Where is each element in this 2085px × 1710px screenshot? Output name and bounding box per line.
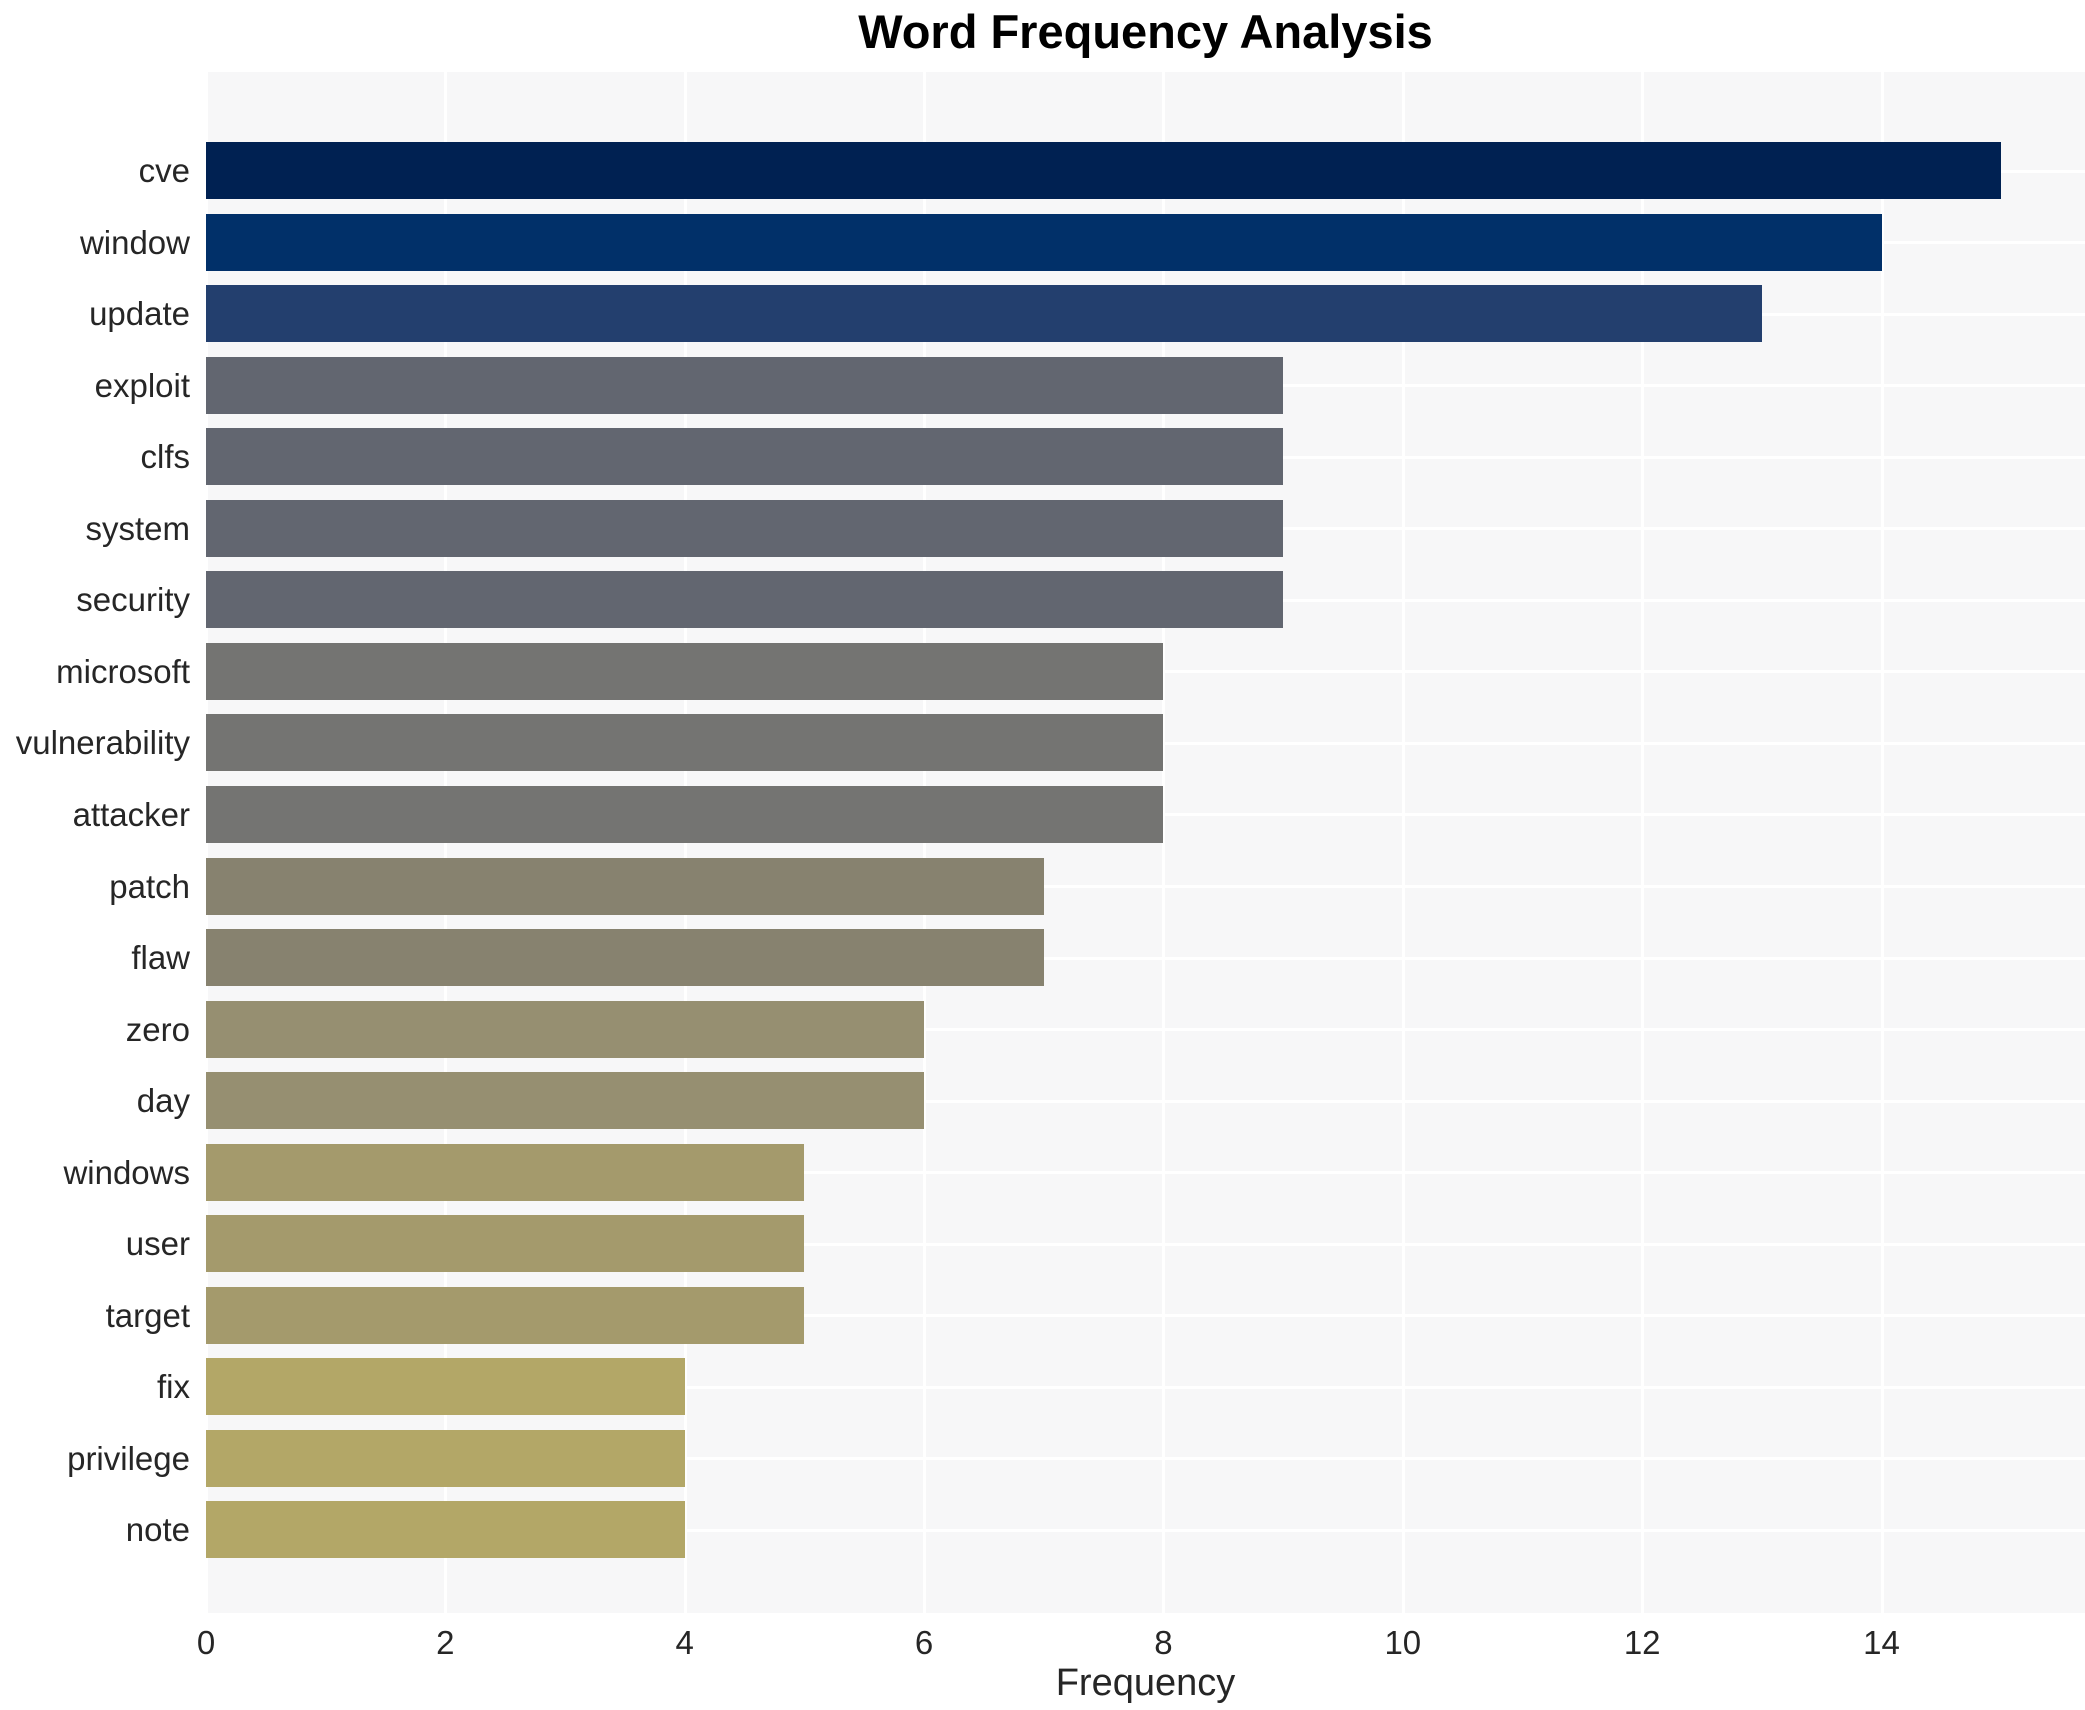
x-tick-label-10: 10 bbox=[1384, 1624, 1422, 1661]
y-tick-label-update: update bbox=[89, 295, 190, 333]
bar-clfs bbox=[206, 428, 1284, 486]
bar-flaw bbox=[206, 929, 1044, 987]
bar-cve bbox=[206, 142, 2002, 199]
bar-note bbox=[206, 1501, 685, 1559]
x-tick-label-6: 6 bbox=[914, 1624, 934, 1661]
y-tick-label-exploit: exploit bbox=[94, 366, 190, 404]
y-tick-label-flaw: flaw bbox=[131, 939, 190, 977]
bar-privilege bbox=[206, 1429, 685, 1487]
horizontal-gridline bbox=[206, 1171, 2085, 1175]
horizontal-gridline bbox=[206, 1242, 2085, 1246]
bar-update bbox=[206, 285, 1762, 343]
y-tick-label-clfs: clfs bbox=[140, 438, 191, 476]
y-tick-label-attacker: attacker bbox=[72, 795, 190, 833]
bar-security bbox=[206, 571, 1284, 629]
bar-windows bbox=[206, 1143, 805, 1201]
bar-day bbox=[206, 1072, 925, 1130]
x-tick-label-12: 12 bbox=[1623, 1624, 1661, 1661]
y-tick-label-windows: windows bbox=[63, 1153, 190, 1191]
chart-title: Word Frequency Analysis bbox=[858, 5, 1433, 58]
x-tick-label-2: 2 bbox=[436, 1624, 455, 1661]
y-tick-label-vulnerability: vulnerability bbox=[15, 724, 190, 762]
y-tick-label-user: user bbox=[125, 1225, 190, 1263]
y-tick-label-patch: patch bbox=[109, 867, 190, 905]
x-tick-label-8: 8 bbox=[1154, 1624, 1173, 1661]
x-tick-label-4: 4 bbox=[675, 1624, 694, 1661]
x-tick-label-14: 14 bbox=[1863, 1624, 1900, 1661]
x-tick-label-0: 0 bbox=[196, 1624, 216, 1661]
horizontal-gridline bbox=[206, 1385, 2085, 1389]
y-tick-label-target: target bbox=[105, 1296, 190, 1334]
bar-system bbox=[206, 499, 1284, 557]
y-tick-label-zero: zero bbox=[125, 1010, 190, 1048]
y-tick-label-system: system bbox=[85, 509, 190, 547]
horizontal-gridline bbox=[206, 1028, 2085, 1032]
y-tick-label-security: security bbox=[76, 581, 190, 619]
bar-fix bbox=[206, 1358, 685, 1416]
y-tick-label-cve: cve bbox=[138, 152, 190, 189]
bar-user bbox=[206, 1215, 805, 1273]
y-tick-label-microsoft: microsoft bbox=[56, 652, 190, 690]
horizontal-gridline bbox=[206, 1528, 2085, 1532]
bar-zero bbox=[206, 1000, 925, 1058]
horizontal-gridline bbox=[206, 1314, 2085, 1318]
bar-patch bbox=[206, 857, 1044, 915]
horizontal-gridline bbox=[206, 956, 2085, 960]
plot-area bbox=[205, 72, 2085, 1613]
horizontal-gridline bbox=[206, 1099, 2085, 1103]
y-tick-label-day: day bbox=[136, 1082, 190, 1120]
vertical-gridline bbox=[1641, 72, 1645, 1613]
y-tick-label-fix: fix bbox=[157, 1368, 190, 1406]
bar-target bbox=[206, 1286, 805, 1344]
vertical-gridline bbox=[1401, 72, 1405, 1613]
y-tick-label-privilege: privilege bbox=[67, 1439, 190, 1477]
horizontal-gridline bbox=[206, 1457, 2085, 1461]
y-tick-label-note: note bbox=[125, 1511, 190, 1549]
y-tick-label-window: window bbox=[79, 223, 190, 261]
bar-window bbox=[206, 213, 1882, 271]
horizontal-gridline bbox=[206, 885, 2085, 888]
vertical-gridline bbox=[1880, 72, 1884, 1613]
bar-attacker bbox=[206, 785, 1164, 843]
x-axis-label: Frequency bbox=[1055, 1662, 1236, 1704]
bar-microsoft bbox=[206, 642, 1164, 700]
bar-exploit bbox=[206, 356, 1284, 414]
vertical-gridline bbox=[1162, 72, 1166, 1613]
bar-vulnerability bbox=[206, 714, 1164, 772]
